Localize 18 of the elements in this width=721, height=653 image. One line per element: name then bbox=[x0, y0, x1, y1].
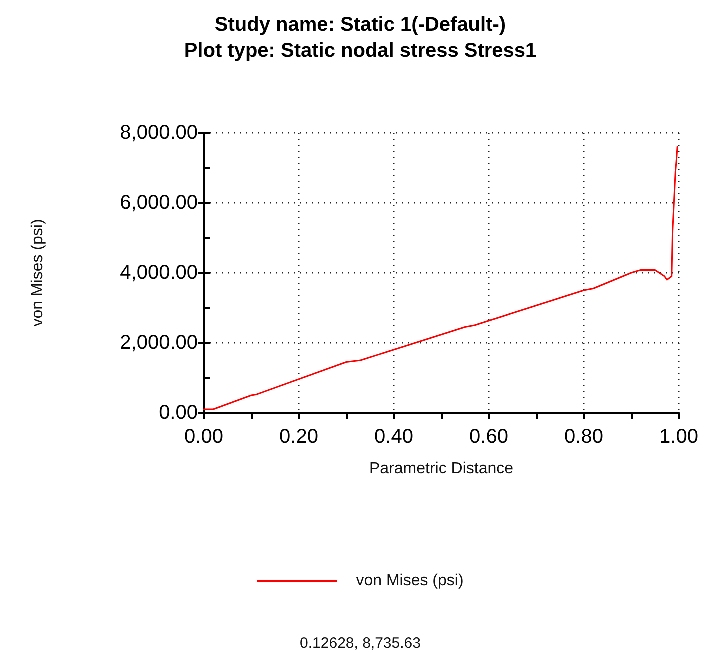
x-tick-label: 1.00 bbox=[660, 426, 698, 448]
line-series bbox=[203, 146, 678, 410]
x-tick-label: 0.00 bbox=[184, 426, 224, 448]
y-tick-label: 2,000.00 bbox=[120, 332, 198, 354]
x-tick-label: 0.20 bbox=[280, 426, 318, 448]
chart-title: Study name: Static 1(-Default-) bbox=[214, 14, 506, 36]
y-tick-label: 6,000.00 bbox=[120, 192, 198, 214]
chart-subtitle: Plot type: Static nodal stress Stress1 bbox=[184, 40, 537, 62]
x-axis-title: Parametric Distance bbox=[369, 460, 514, 478]
y-axis-title: von Mises (psi) bbox=[30, 219, 46, 327]
y-tick-label: 8,000.00 bbox=[120, 122, 198, 144]
text: 0.12628, 8,735.63 bbox=[300, 635, 421, 652]
legend-label: von Mises (psi) bbox=[356, 572, 464, 590]
x-tick-label: 0.60 bbox=[470, 426, 508, 448]
x-tick-label: 0.80 bbox=[564, 426, 604, 448]
y-tick-label: 4,000.00 bbox=[120, 262, 198, 284]
x-tick-label: 0.40 bbox=[374, 426, 414, 448]
y-tick-label: 0.00 bbox=[159, 402, 198, 424]
